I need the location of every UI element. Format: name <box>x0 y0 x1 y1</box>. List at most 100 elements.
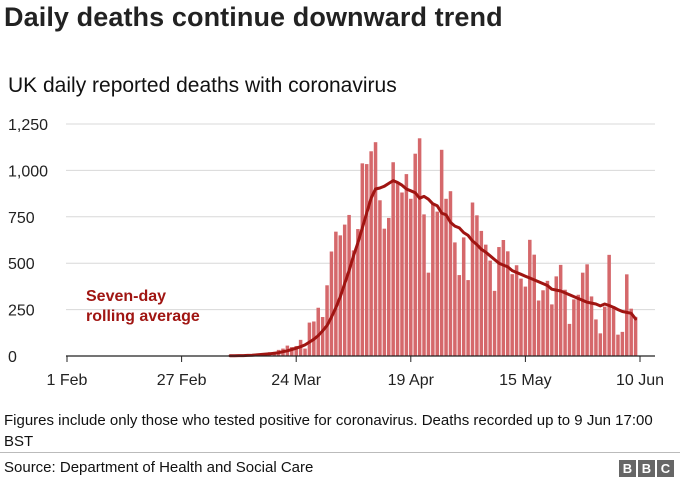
bar <box>426 272 431 356</box>
bar <box>550 304 554 356</box>
bar <box>457 275 462 356</box>
bar <box>461 237 466 356</box>
bar <box>589 296 594 356</box>
rolling-average-line <box>228 179 638 358</box>
bar <box>602 306 607 356</box>
bar <box>580 272 585 356</box>
chart-svg: 0 250 500 750 1,000 1,250 1 Feb 27 Feb 24 Mar 19 … <box>8 117 664 389</box>
bar <box>466 280 470 356</box>
bar <box>342 224 347 356</box>
footnote: Figures include only those who tested po… <box>4 412 653 450</box>
bar <box>616 334 620 356</box>
bbc-logo: B B C <box>619 460 674 477</box>
bar <box>400 192 404 356</box>
bar <box>316 307 320 356</box>
bar <box>387 217 391 356</box>
bar <box>431 203 435 356</box>
bar <box>404 174 409 356</box>
bar <box>545 280 550 356</box>
bar <box>483 244 488 356</box>
x-tick-label: 27 Feb <box>157 372 207 389</box>
bar <box>576 294 581 356</box>
bar <box>541 290 545 356</box>
y-tick-label: 0 <box>8 349 17 366</box>
bar <box>501 240 506 356</box>
bar <box>598 333 603 356</box>
bar <box>532 254 536 356</box>
footer-divider <box>0 452 680 453</box>
bar <box>470 202 475 356</box>
y-tick-label: 750 <box>8 210 35 227</box>
bar <box>620 331 625 356</box>
bar <box>479 230 484 356</box>
bar <box>554 276 559 356</box>
bar <box>303 348 307 356</box>
bar <box>382 228 387 356</box>
bar <box>307 322 312 356</box>
bbc-logo-letter: B <box>638 460 655 477</box>
bar <box>364 164 369 356</box>
bar <box>347 214 351 356</box>
bar <box>378 200 382 356</box>
bar <box>444 198 448 356</box>
bar <box>395 181 400 356</box>
bar <box>448 191 453 356</box>
bar <box>439 149 444 356</box>
bar <box>435 211 440 356</box>
bar <box>563 289 567 356</box>
bar <box>422 214 426 356</box>
y-tick-label: 1,000 <box>8 163 48 180</box>
x-tick-label: 10 Jun <box>616 372 664 389</box>
bar <box>629 308 633 356</box>
chart-subtitle: UK daily reported deaths with coronaviru… <box>8 74 397 97</box>
bar <box>334 231 338 356</box>
bar <box>510 274 514 356</box>
bar <box>611 306 616 356</box>
bar <box>497 247 501 356</box>
bar <box>325 285 329 356</box>
bar <box>536 300 541 356</box>
bar <box>453 242 457 356</box>
bar <box>290 347 294 356</box>
chart-title: Daily deaths continue downward trend <box>4 2 503 32</box>
bar <box>567 323 572 356</box>
annotation-text: rolling average <box>86 308 200 325</box>
bar <box>528 239 532 356</box>
bar <box>523 286 528 356</box>
bar <box>409 198 413 356</box>
annotation-text: Seven-day <box>86 288 166 305</box>
bar <box>558 264 563 356</box>
bar <box>356 229 360 356</box>
bar <box>413 153 417 356</box>
bar <box>391 162 395 356</box>
bar <box>519 278 523 356</box>
y-tick-label: 1,250 <box>8 117 48 134</box>
bar <box>594 319 598 356</box>
bar <box>373 142 378 356</box>
bar <box>506 251 510 356</box>
bar <box>320 317 325 356</box>
bar <box>351 250 356 356</box>
bar <box>488 260 492 356</box>
bbc-logo-letter: C <box>657 460 674 477</box>
bar <box>633 316 638 356</box>
x-tick-label: 15 May <box>499 372 551 389</box>
bar <box>360 163 365 356</box>
bar <box>369 151 373 356</box>
x-tick-label: 1 Feb <box>47 372 88 389</box>
bbc-logo-letter: B <box>619 460 636 477</box>
x-tick-label: 19 Apr <box>388 372 435 389</box>
y-tick-label: 500 <box>8 256 35 273</box>
bar <box>294 345 298 356</box>
source-text: Source: Department of Health and Social … <box>4 459 314 476</box>
bar <box>475 215 479 356</box>
bar <box>625 274 629 356</box>
y-tick-label: 250 <box>8 303 35 320</box>
x-tick-label: 24 Mar <box>271 372 321 389</box>
bar <box>572 299 576 356</box>
bar <box>492 290 497 356</box>
bar <box>514 265 519 356</box>
bar <box>417 138 422 356</box>
bar <box>329 251 334 356</box>
bar <box>585 264 589 356</box>
